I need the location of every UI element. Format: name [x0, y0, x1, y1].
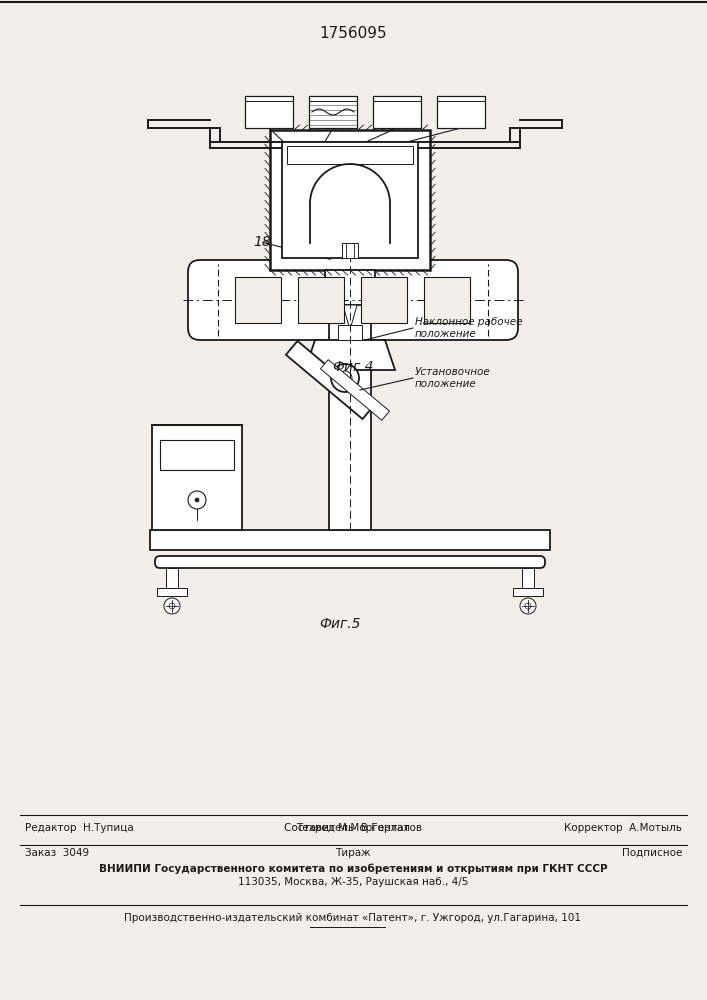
- Text: Редактор  Н.Тупица: Редактор Н.Тупица: [25, 823, 134, 833]
- Bar: [325, 270, 375, 305]
- Polygon shape: [343, 305, 357, 330]
- Bar: [424, 277, 470, 323]
- Circle shape: [164, 598, 180, 614]
- Polygon shape: [286, 341, 374, 419]
- Text: Корректор  А.Мотыль: Корректор А.Мотыль: [564, 823, 682, 833]
- Bar: [160, 440, 234, 470]
- Text: Наклонное рабочее: Наклонное рабочее: [415, 317, 522, 327]
- Bar: [150, 530, 550, 550]
- Bar: [166, 568, 178, 588]
- Text: ВНИИПИ Государственного комитета по изобретениям и открытиям при ГКНТ СССР: ВНИИПИ Государственного комитета по изоб…: [99, 863, 607, 874]
- Text: Установочное: Установочное: [415, 367, 491, 377]
- Bar: [309, 96, 357, 128]
- Bar: [282, 142, 418, 258]
- Circle shape: [169, 603, 175, 609]
- Bar: [270, 130, 430, 270]
- FancyBboxPatch shape: [374, 282, 391, 294]
- Circle shape: [188, 491, 206, 509]
- Text: Производственно-издательский комбинат «Патент», г. Ужгород, ул.Гагарина, 101: Производственно-издательский комбинат «П…: [124, 913, 581, 923]
- Text: Тираж: Тираж: [335, 848, 370, 858]
- Circle shape: [338, 371, 352, 385]
- Bar: [157, 588, 187, 596]
- Text: 18: 18: [253, 235, 271, 249]
- Polygon shape: [320, 360, 390, 420]
- Bar: [342, 243, 358, 258]
- Text: Фиг.4: Фиг.4: [332, 360, 374, 374]
- Bar: [245, 96, 293, 128]
- Bar: [235, 277, 281, 323]
- Text: положение: положение: [415, 329, 477, 339]
- Text: положение: положение: [415, 379, 477, 389]
- Bar: [373, 96, 421, 128]
- Bar: [437, 96, 485, 128]
- FancyBboxPatch shape: [188, 260, 518, 340]
- Circle shape: [520, 598, 536, 614]
- Bar: [287, 146, 413, 164]
- Polygon shape: [305, 340, 395, 370]
- Bar: [338, 325, 362, 340]
- Text: Составитель  В.Горлатов: Составитель В.Горлатов: [284, 823, 422, 833]
- Circle shape: [525, 603, 531, 609]
- Text: Техред М.Моргентал: Техред М.Моргентал: [296, 823, 410, 833]
- Bar: [513, 588, 543, 596]
- Circle shape: [195, 498, 199, 502]
- Bar: [298, 277, 344, 323]
- FancyBboxPatch shape: [155, 556, 545, 568]
- Text: 19: 19: [301, 180, 319, 194]
- Bar: [329, 220, 371, 530]
- Text: Фиг.5: Фиг.5: [320, 617, 361, 631]
- Text: 1756095: 1756095: [319, 25, 387, 40]
- Text: 113035, Москва, Ж-35, Раушская наб., 4/5: 113035, Москва, Ж-35, Раушская наб., 4/5: [238, 877, 468, 887]
- Text: Заказ  3049: Заказ 3049: [25, 848, 89, 858]
- Bar: [152, 425, 242, 530]
- Circle shape: [382, 298, 392, 308]
- Bar: [361, 277, 407, 323]
- Circle shape: [331, 364, 359, 392]
- Bar: [522, 568, 534, 588]
- Text: Подписное: Подписное: [621, 848, 682, 858]
